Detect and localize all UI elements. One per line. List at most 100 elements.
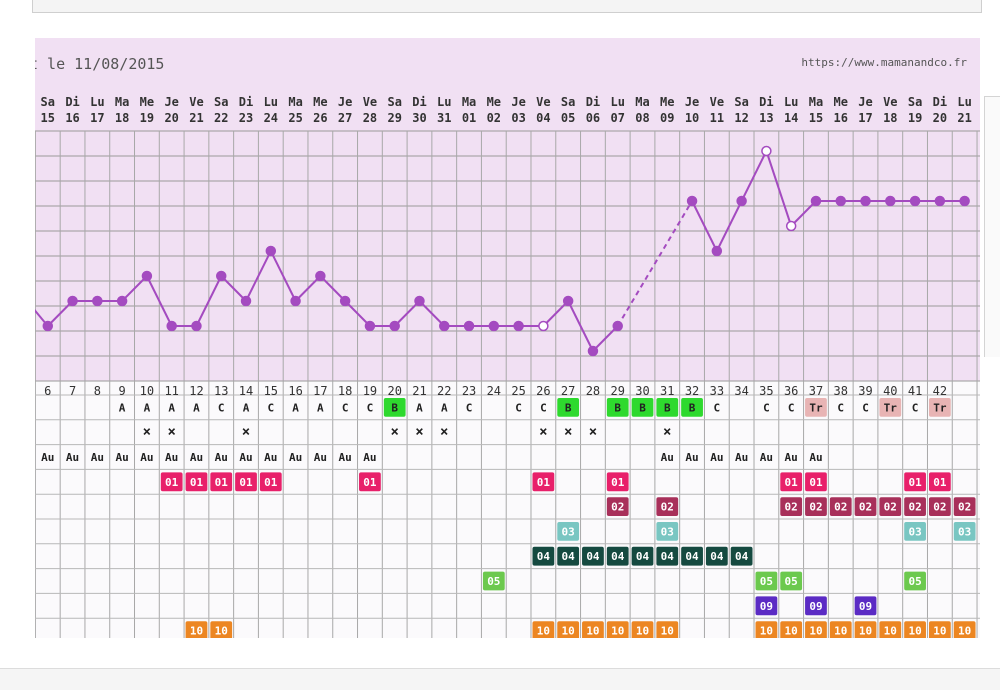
- track-label-col[interactable]: Au: [215, 451, 228, 464]
- track-cell-glaire[interactable]: [656, 398, 679, 417]
- track-cell-symptom-04[interactable]: [606, 546, 629, 566]
- temperature-point[interactable]: [215, 270, 227, 282]
- track-cell-symptom-09[interactable]: [805, 596, 827, 616]
- track-cell-symptom-04[interactable]: [656, 546, 679, 566]
- track-label-glaire[interactable]: C: [342, 401, 349, 414]
- track-label-glaire[interactable]: B: [639, 401, 646, 414]
- track-label-symptom-02[interactable]: 02: [908, 501, 921, 514]
- temperature-point-open[interactable]: [761, 145, 772, 157]
- track-label-glaire[interactable]: C: [862, 401, 869, 414]
- track-label-symptom-03[interactable]: 03: [908, 525, 921, 538]
- track-cell-symptom-05[interactable]: [755, 571, 778, 591]
- track-label-symptom-04[interactable]: 04: [710, 550, 724, 563]
- track-label-symptom-01[interactable]: 01: [809, 476, 823, 489]
- track-label-symptom-10[interactable]: 10: [958, 625, 971, 638]
- track-label-glaire[interactable]: A: [317, 401, 324, 414]
- track-cell-symptom-04[interactable]: [532, 546, 555, 566]
- track-label-symptom-04[interactable]: 04: [611, 550, 625, 563]
- track-cell-symptom-03[interactable]: [656, 522, 679, 541]
- track-cell-symptom-10[interactable]: [606, 621, 629, 638]
- track-cell-symptom-02[interactable]: [953, 497, 976, 516]
- track-cell-symptom-01[interactable]: [532, 472, 555, 492]
- track-cell-symptom-04[interactable]: [557, 546, 580, 566]
- track-cell-symptom-01[interactable]: [259, 472, 282, 492]
- temperature-point[interactable]: [141, 270, 153, 282]
- track-cell-symptom-10[interactable]: [210, 621, 233, 638]
- temperature-point[interactable]: [240, 295, 252, 307]
- track-label-col[interactable]: Au: [760, 451, 773, 464]
- track-label-glaire[interactable]: B: [614, 401, 621, 414]
- track-label-glaire[interactable]: B: [664, 401, 671, 414]
- temperature-point-open[interactable]: [538, 320, 549, 332]
- track-label-glaire[interactable]: Tr: [884, 401, 898, 414]
- track-cell-symptom-10[interactable]: [755, 621, 778, 638]
- temperature-point[interactable]: [885, 195, 896, 207]
- track-label-symptom-10[interactable]: 10: [636, 625, 649, 638]
- track-label-glaire[interactable]: Tr: [809, 401, 823, 414]
- temperature-point[interactable]: [488, 320, 500, 332]
- track-label-glaire[interactable]: C: [466, 401, 473, 414]
- track-cell-symptom-02[interactable]: [780, 497, 803, 516]
- track-label-symptom-10[interactable]: 10: [834, 625, 847, 638]
- track-label-symptom-02[interactable]: 02: [785, 501, 798, 514]
- track-label-symptom-09[interactable]: 09: [760, 600, 773, 613]
- track-cell-glaire[interactable]: [383, 398, 406, 417]
- track-label-col[interactable]: Au: [115, 451, 128, 464]
- temperature-point[interactable]: [612, 320, 623, 332]
- track-label-col[interactable]: Au: [264, 451, 277, 464]
- track-label-col[interactable]: Au: [66, 451, 79, 464]
- track-label-col[interactable]: Au: [190, 451, 203, 464]
- track-label-col[interactable]: Au: [339, 451, 352, 464]
- track-label-symptom-09[interactable]: 09: [859, 600, 872, 613]
- track-label-symptom-10[interactable]: 10: [215, 625, 228, 638]
- track-cell-glaire[interactable]: [606, 398, 629, 417]
- track-cell-glaire[interactable]: [928, 398, 951, 417]
- track-label-col[interactable]: Au: [785, 451, 798, 464]
- track-label-symptom-10[interactable]: 10: [190, 625, 203, 638]
- track-cell-symptom-03[interactable]: [557, 522, 580, 541]
- track-label-symptom-02[interactable]: 02: [661, 501, 674, 514]
- track-cell-symptom-04[interactable]: [582, 546, 604, 566]
- temperature-point[interactable]: [860, 195, 871, 207]
- track-label-rapport[interactable]: ×: [415, 424, 423, 440]
- track-label-glaire[interactable]: C: [837, 401, 844, 414]
- track-label-glaire[interactable]: C: [367, 401, 374, 414]
- track-cell-symptom-10[interactable]: [953, 621, 976, 638]
- temperature-point[interactable]: [587, 345, 599, 357]
- temperature-point[interactable]: [909, 195, 921, 207]
- track-cell-glaire[interactable]: [681, 398, 703, 417]
- track-label-symptom-10[interactable]: 10: [562, 625, 575, 638]
- track-label-col[interactable]: Au: [809, 451, 822, 464]
- temperature-point[interactable]: [166, 320, 177, 332]
- track-label-symptom-09[interactable]: 09: [809, 600, 822, 613]
- track-label-glaire[interactable]: A: [243, 401, 250, 414]
- temperature-point[interactable]: [265, 245, 277, 257]
- temperature-point[interactable]: [835, 195, 846, 207]
- track-cell-symptom-09[interactable]: [854, 596, 877, 616]
- track-label-symptom-04[interactable]: 04: [636, 550, 650, 563]
- track-label-symptom-05[interactable]: 05: [908, 575, 921, 588]
- temperature-point[interactable]: [116, 295, 128, 307]
- track-cell-symptom-04[interactable]: [681, 546, 703, 566]
- track-label-symptom-01[interactable]: 01: [785, 476, 799, 489]
- track-label-col[interactable]: Au: [165, 451, 178, 464]
- track-cell-symptom-02[interactable]: [656, 497, 679, 516]
- track-label-glaire[interactable]: C: [267, 401, 274, 414]
- track-label-glaire[interactable]: C: [540, 401, 547, 414]
- track-cell-symptom-02[interactable]: [928, 497, 951, 516]
- track-label-glaire[interactable]: B: [565, 401, 572, 414]
- track-label-symptom-05[interactable]: 05: [487, 575, 500, 588]
- track-cell-symptom-01[interactable]: [235, 472, 257, 492]
- track-label-symptom-10[interactable]: 10: [586, 625, 599, 638]
- track-cell-symptom-04[interactable]: [730, 546, 753, 566]
- track-cell-symptom-10[interactable]: [854, 621, 877, 638]
- temperature-point[interactable]: [315, 270, 326, 282]
- track-label-glaire[interactable]: A: [416, 401, 423, 414]
- track-label-col[interactable]: Au: [289, 451, 302, 464]
- track-label-glaire[interactable]: C: [218, 401, 225, 414]
- temperature-point-open[interactable]: [785, 220, 797, 232]
- track-cell-symptom-01[interactable]: [606, 472, 629, 492]
- track-cell-symptom-10[interactable]: [904, 621, 926, 638]
- track-label-symptom-02[interactable]: 02: [859, 501, 872, 514]
- track-label-glaire[interactable]: A: [441, 401, 448, 414]
